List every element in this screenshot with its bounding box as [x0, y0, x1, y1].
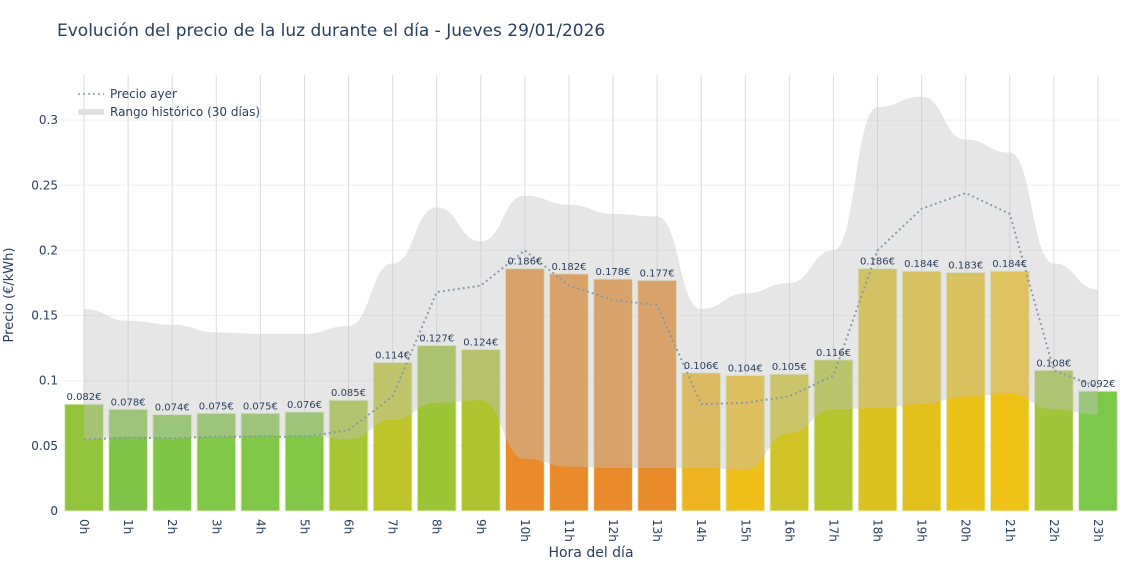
y-tick-label: 0.1 [39, 374, 58, 388]
x-tick-label: 9h [474, 519, 488, 534]
price-bar [284, 411, 325, 512]
x-tick-label: 14h [694, 519, 708, 542]
x-tick-label: 18h [871, 519, 885, 542]
x-tick-label: 17h [826, 519, 840, 542]
price-bar [593, 278, 633, 512]
bar-value-label: 0.085€ [331, 388, 366, 399]
price-bar [372, 361, 413, 512]
bar-value-label: 0.116€ [816, 348, 851, 359]
x-tick-label: 7h [386, 519, 400, 534]
bar-value-label: 0.104€ [728, 363, 763, 374]
price-bar [504, 268, 545, 512]
x-tick-label: 23h [1091, 519, 1105, 542]
price-bar [725, 374, 766, 512]
bar-value-label: 0.186€ [860, 257, 895, 268]
bar-value-label: 0.184€ [904, 259, 939, 270]
x-tick-label: 8h [430, 519, 444, 534]
bar-value-label: 0.092€ [1080, 379, 1115, 390]
bar-value-label: 0.108€ [1036, 358, 1071, 369]
price-bar [240, 412, 281, 512]
price-bar [901, 270, 942, 512]
x-tick-label: 11h [562, 519, 576, 542]
price-bar [637, 279, 678, 512]
chart-title: Evolución del precio de la luz durante e… [57, 21, 606, 41]
bar-value-label: 0.106€ [684, 361, 719, 372]
x-tick-label: 21h [1003, 519, 1017, 542]
bar-value-label: 0.082€ [67, 392, 102, 403]
x-tick-label: 13h [650, 519, 664, 542]
price-bar [945, 272, 986, 512]
bar-value-label: 0.075€ [243, 401, 278, 412]
price-bar [681, 372, 722, 512]
price-bar [152, 414, 193, 512]
legend-band-icon [78, 109, 104, 115]
price-bar [460, 348, 501, 512]
y-tick-label: 0.3 [39, 113, 58, 127]
bar-value-label: 0.182€ [551, 262, 586, 273]
x-tick-label: 6h [342, 519, 356, 534]
bar-value-label: 0.075€ [199, 401, 234, 412]
price-bar [857, 268, 898, 512]
x-tick-label: 15h [738, 519, 752, 542]
bar-value-label: 0.127€ [419, 334, 454, 345]
y-tick-label: 0.15 [31, 309, 58, 323]
x-tick-label: 4h [253, 519, 267, 534]
bar-value-label: 0.074€ [155, 403, 190, 414]
x-tick-label: 10h [518, 519, 532, 542]
legend-label-range: Rango histórico (30 días) [110, 105, 260, 119]
y-axis-title: Precio (€/kWh) [2, 248, 17, 343]
x-tick-label: 20h [959, 519, 973, 542]
price-bar [328, 399, 369, 512]
bar-value-label: 0.177€ [640, 268, 675, 279]
price-bar [416, 345, 457, 512]
bar-value-label: 0.178€ [596, 267, 631, 278]
x-tick-label: 3h [209, 519, 223, 534]
bar-value-label: 0.184€ [992, 259, 1027, 270]
x-tick-label: 1h [121, 519, 135, 534]
x-tick-label: 16h [782, 519, 796, 542]
price-bar [108, 408, 149, 512]
x-tick-label: 12h [606, 519, 620, 542]
price-bar [196, 412, 237, 512]
price-bar [549, 273, 589, 512]
y-tick-label: 0.05 [31, 439, 58, 453]
historical-range-area [84, 96, 1098, 470]
y-tick-label: 0 [50, 504, 58, 518]
x-tick-label: 2h [165, 519, 179, 534]
price-bar [1078, 390, 1118, 512]
bar-value-label: 0.124€ [463, 337, 498, 348]
x-tick-label: 0h [77, 519, 91, 534]
price-bar [64, 403, 104, 512]
bar-value-label: 0.105€ [772, 362, 807, 373]
legend-label-yesterday: Precio ayer [110, 87, 177, 101]
x-tick-label: 22h [1047, 519, 1061, 542]
x-tick-label: 5h [297, 519, 311, 534]
price-bar [1033, 369, 1074, 512]
price-bar [989, 270, 1030, 512]
bar-value-label: 0.183€ [948, 261, 983, 272]
bar-value-label: 0.186€ [507, 257, 542, 268]
price-bar [769, 373, 810, 512]
y-tick-label: 0.2 [39, 243, 58, 257]
x-tick-label: 19h [915, 519, 929, 542]
bar-value-label: 0.114€ [375, 350, 410, 361]
bar-value-label: 0.078€ [111, 397, 146, 408]
y-tick-label: 0.25 [31, 178, 58, 192]
price-bar [813, 359, 854, 512]
x-axis-title: Hora del día [548, 545, 633, 561]
bar-value-label: 0.076€ [287, 400, 322, 411]
